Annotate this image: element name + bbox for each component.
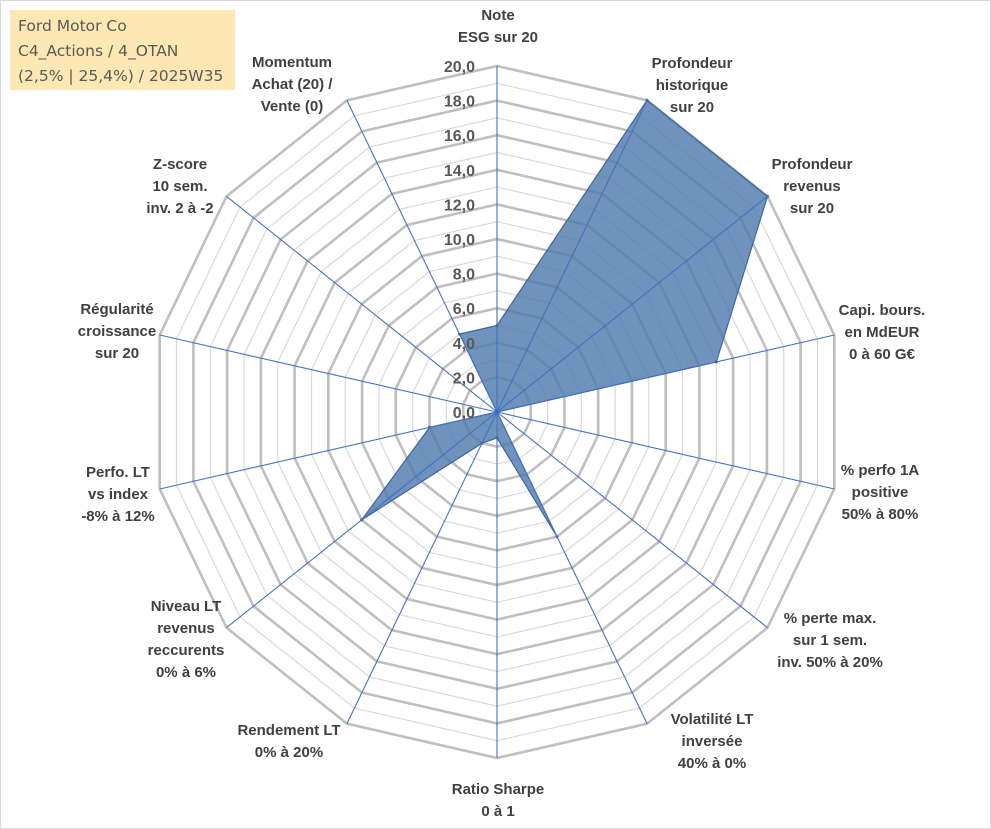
- data-point: [714, 360, 718, 364]
- tick-label: 8,0: [453, 267, 475, 284]
- axis-label-line: Momentum: [252, 54, 332, 71]
- axis-label: Ratio Sharpe 0 à 1: [452, 781, 545, 820]
- axis-spoke: [496, 195, 768, 413]
- axis-label: Z-score 10 sem. inv. 2 à -2: [146, 156, 213, 217]
- axis-label: Volatilité LT inversée 40% à 0%: [671, 711, 754, 772]
- axis-spoke: [496, 411, 835, 490]
- axis-spoke: [496, 411, 768, 629]
- data-point: [495, 436, 499, 440]
- axis-label-line: croissance: [78, 323, 156, 340]
- axis-label-line: ESG sur 20: [458, 29, 538, 46]
- axis-label-line: sur 20: [670, 99, 714, 116]
- axis-label: Niveau LT revenus reccurents 0% à 6%: [148, 598, 225, 681]
- axis-label-line: Rendement LT: [237, 722, 340, 739]
- axis-spoke: [496, 100, 648, 413]
- tick-label: 18,0: [444, 94, 475, 111]
- axis-label: Profondeur historique sur 20: [652, 55, 733, 116]
- tick-label: 12,0: [444, 197, 475, 214]
- axis-label-line: Capi. bours.: [839, 302, 926, 319]
- axis-spoke: [496, 334, 835, 413]
- data-point: [766, 194, 769, 198]
- axis-label-line: sur 1 sem.: [793, 632, 867, 649]
- axis-label: % perte max. sur 1 sem. inv. 50% à 20%: [777, 610, 883, 671]
- axis-label-line: inversée: [682, 733, 743, 750]
- axis-label-line: sur 20: [790, 200, 834, 217]
- axis-label-line: Profondeur: [652, 55, 733, 72]
- axis-label-line: Note: [481, 7, 514, 24]
- axis-label-line: 40% à 0%: [678, 755, 746, 772]
- axis-label-line: % perte max.: [784, 610, 877, 627]
- title-line-params: (2,5% | 25,4%) / 2025W35: [18, 67, 224, 85]
- title-line-company: Ford Motor Co: [18, 17, 127, 35]
- axis-label-line: Profondeur: [772, 156, 853, 173]
- axis-label-line: reccurents: [148, 642, 225, 659]
- axis-label-line: Perfo. LT: [86, 464, 150, 481]
- axis-spoke: [159, 334, 498, 413]
- tick-label: 0,0: [453, 405, 475, 422]
- tick-label: 20,0: [444, 59, 475, 76]
- axis-label-line: 10 sem.: [152, 178, 207, 195]
- axis-label-line: Achat (20) /: [252, 76, 334, 93]
- data-point: [458, 332, 461, 336]
- axis-label-line: historique: [656, 77, 729, 94]
- axis-label: % perfo 1A positive 50% à 80%: [841, 462, 920, 523]
- data-point: [495, 410, 499, 414]
- tick-label: 16,0: [444, 128, 475, 145]
- axis-label-line: inv. 50% à 20%: [777, 654, 883, 671]
- tick-label: 4,0: [453, 336, 475, 353]
- axis-label: Perfo. LT vs index -8% à 12%: [81, 464, 154, 525]
- axis-label-line: Vente (0): [261, 98, 324, 115]
- axis-label-line: Volatilité LT: [671, 711, 754, 728]
- axis-spoke: [496, 411, 648, 724]
- axis-label: Note ESG sur 20: [458, 7, 538, 46]
- axis-spoke: [346, 411, 498, 724]
- axis-label-line: 0% à 6%: [156, 664, 216, 681]
- data-point: [555, 535, 559, 539]
- axis-label-line: revenus: [783, 178, 841, 195]
- data-point: [480, 441, 484, 445]
- tick-label: 6,0: [453, 301, 475, 318]
- axis-label: Régularité croissance sur 20: [78, 301, 156, 362]
- axis-label-line: sur 20: [95, 345, 139, 362]
- axis-label-line: Ratio Sharpe: [452, 781, 545, 798]
- axis-label-line: % perfo 1A: [841, 462, 920, 479]
- axis-label: Rendement LT 0% à 20%: [237, 722, 340, 761]
- axis-label-line: en MdEUR: [845, 324, 920, 341]
- axis-label-line: 50% à 80%: [842, 506, 919, 523]
- axis-label: Momentum Achat (20) / Vente (0): [252, 54, 334, 115]
- axis-label-line: -8% à 12%: [81, 508, 154, 525]
- axis-label: Profondeur revenus sur 20: [772, 156, 853, 217]
- data-point: [645, 98, 649, 102]
- axis-label-line: 0 à 60 G€: [849, 346, 916, 363]
- axis-spoke: [346, 100, 498, 413]
- axis-spoke: [159, 411, 498, 490]
- axis-label-line: Niveau LT: [151, 598, 222, 615]
- axis-label-line: Régularité: [80, 301, 153, 318]
- tick-label: 10,0: [444, 232, 475, 249]
- axis-label: Capi. bours. en MdEUR 0 à 60 G€: [839, 302, 926, 363]
- axis-label-line: 0% à 20%: [255, 744, 323, 761]
- axis-label-line: vs index: [88, 486, 149, 503]
- axis-label-line: inv. 2 à -2: [146, 200, 213, 217]
- data-point: [360, 518, 364, 522]
- axis-label-line: revenus: [157, 620, 215, 637]
- title-line-category: C4_Actions / 4_OTAN: [18, 42, 179, 60]
- tick-label: 14,0: [444, 163, 475, 180]
- axis-label-line: positive: [852, 484, 909, 501]
- data-point: [495, 324, 499, 327]
- axis-spoke: [226, 195, 498, 413]
- axis-label-line: 0 à 1: [481, 803, 514, 820]
- tick-label: 2,0: [453, 370, 475, 387]
- data-point: [428, 425, 431, 429]
- title-box: Ford Motor Co C4_Actions / 4_OTAN (2,5% …: [10, 10, 235, 90]
- axis-label-line: Z-score: [153, 156, 207, 173]
